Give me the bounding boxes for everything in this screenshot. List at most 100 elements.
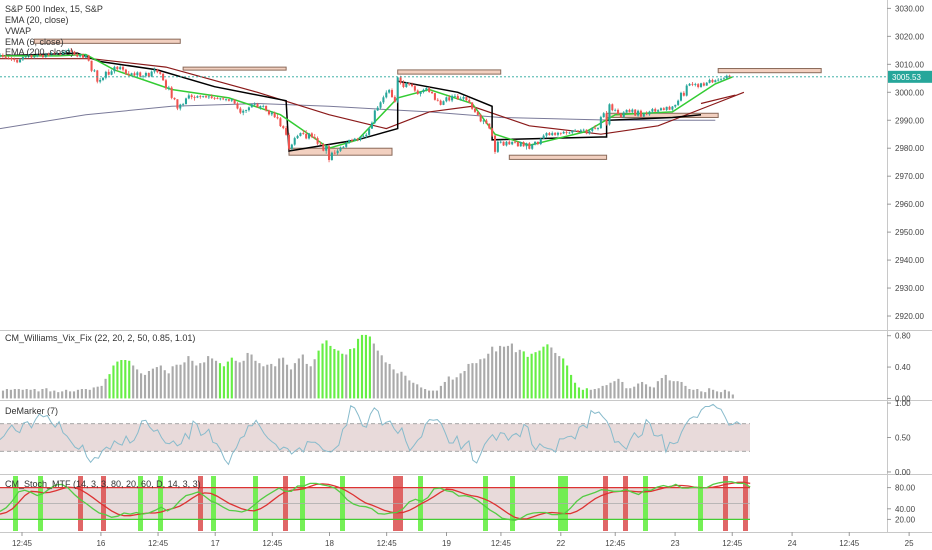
candle-body [104,71,107,78]
vix-bar [207,356,210,399]
candle-body [56,53,59,55]
vix-bar [404,375,407,399]
candle-body [622,112,625,118]
candle-body [222,98,225,100]
candle-body [376,107,379,111]
vix-bar [61,391,64,399]
candle-body [413,86,416,91]
vix-bar [621,381,624,399]
candle-body [479,114,482,122]
candle-body [310,133,313,138]
candle-body [419,92,422,94]
vix-bar [656,381,659,399]
vix-bar [317,350,320,399]
candle-body [333,152,336,154]
candle-body [688,83,691,86]
candle-body [365,134,368,137]
candle-body [187,95,190,99]
candle-body [416,90,419,94]
candle-body [93,70,96,72]
candle-body [691,83,694,85]
candle-body [81,55,85,58]
demarker-ytick-label: 0.00 [895,468,911,477]
candle-body [336,150,339,154]
xtick-label: 16 [96,539,105,548]
candle-body [101,77,105,80]
vix-bar [700,391,703,399]
candle-body [619,113,622,118]
candle-body [599,117,602,129]
candle-body [36,54,39,57]
candle-body [388,90,391,93]
main-ytick-label: 2920.00 [895,312,924,321]
vix-bar [76,389,80,399]
candle-body [239,108,242,113]
candle-body [202,96,205,98]
candle-body [339,147,342,151]
candle-body [207,96,210,98]
candle-body [159,72,162,74]
candle-body [7,57,10,59]
vix-bar [380,355,383,399]
vix-bar [727,391,730,399]
candle-body [625,109,628,113]
vix-bar [364,334,368,399]
candle-body [41,54,44,58]
candle-body [267,110,270,115]
candle-body [370,122,373,129]
candle-body [453,95,456,97]
candle-body [574,130,577,132]
candle-body [654,109,657,112]
vix-bar [554,352,557,399]
axes[interactable]: 2920.00 2930.00 2940.00 2950.00 2960.00 2970.… [0,4,932,548]
candle-body [579,130,582,132]
candle-body [634,109,637,116]
candle-body [270,112,273,115]
candle-body [0,54,2,56]
vix-bar [25,389,28,399]
vix-bar [392,369,395,399]
candle-body [30,54,33,58]
candle-body [293,138,296,145]
vix-bar [408,380,411,399]
vix-bar [451,379,454,399]
candle-body [247,107,250,111]
projection-line [700,94,736,105]
candle-body [61,52,64,55]
vix-bar [483,358,486,399]
candle-body [345,142,348,147]
vix-bar [167,373,170,399]
vix-bar [147,370,151,399]
vix-bar [498,345,502,399]
vix-bar [526,356,529,399]
candle-body [682,92,685,96]
candle-body [708,79,711,83]
vix-bar [45,388,48,399]
candle-body [342,146,345,148]
candle-body [233,99,236,104]
vix-bar [644,384,648,399]
candle-body [565,132,568,133]
vix-bar [274,366,277,399]
vix-bar [641,381,644,399]
vix-bar [199,363,202,399]
main-ytick-label: 3030.00 [895,4,924,13]
vix-ytick-label: 0.40 [895,363,911,372]
candle-body [720,78,723,80]
candle-body [150,71,153,77]
vix-bar [495,351,498,399]
legend-vwap: VWAP [5,26,31,36]
candle-body [611,104,614,111]
vix-bar [309,366,312,399]
candle-body [697,84,700,87]
candle-body [522,142,525,147]
vix-bar [282,357,285,399]
vix-bar [116,361,119,399]
vix-bar [57,392,60,399]
candle-body [545,133,548,136]
candle-body [439,100,442,105]
vix-bar [629,388,632,399]
xtick-label: 12:45 [262,539,283,548]
vix-bar [349,349,352,399]
